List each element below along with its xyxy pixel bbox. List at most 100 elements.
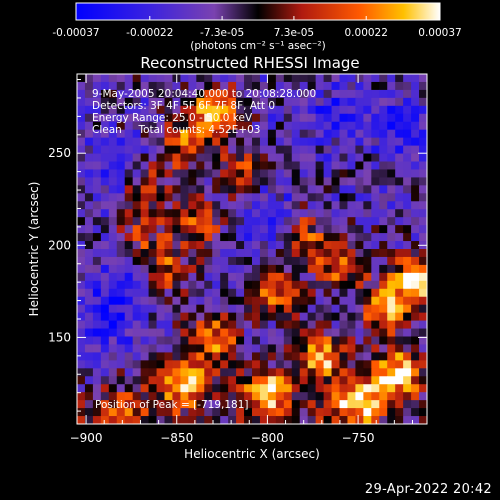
heatmap-cell [212, 185, 221, 194]
heatmap-cell [307, 233, 317, 242]
heatmap-cell [220, 384, 229, 393]
heatmap-cell [212, 280, 221, 290]
heatmap-cell [371, 233, 380, 242]
heatmap-cell [84, 272, 94, 282]
heatmap-cell [156, 320, 165, 329]
heatmap-cell [148, 233, 157, 242]
heatmap-cell [403, 352, 412, 361]
heatmap-cell [77, 209, 86, 218]
heatmap-cell [387, 264, 396, 274]
heatmap-cell [395, 272, 404, 282]
heatmap-cell [77, 384, 86, 393]
heatmap-cell [132, 408, 142, 417]
heatmap-cell [164, 129, 173, 139]
heatmap-cell [124, 185, 134, 194]
heatmap-cell [379, 304, 388, 314]
heatmap-cell [331, 352, 340, 361]
heatmap-cell [339, 97, 348, 107]
heatmap-cell [180, 97, 189, 107]
heatmap-cell [363, 145, 372, 154]
heatmap-cell [347, 121, 356, 131]
heatmap-cell [403, 105, 412, 115]
heatmap-cell [307, 217, 317, 226]
heatmap-cell [244, 169, 253, 178]
heatmap-cell [204, 376, 213, 385]
heatmap-cell [331, 185, 340, 194]
heatmap-cell [387, 256, 396, 266]
heatmap-cell [259, 145, 269, 154]
heatmap-cell [323, 81, 332, 91]
heatmap-cell [148, 304, 157, 314]
heatmap-cell [228, 408, 237, 417]
heatmap-cell [323, 74, 332, 83]
heatmap-cell [164, 177, 173, 186]
annotation-detectors: Detectors: 3F 4F 5F 6F 7F 8F, Att 0 [92, 100, 275, 112]
heatmap-cell [228, 161, 237, 170]
heatmap-cell [100, 312, 110, 321]
heatmap-cell [379, 217, 388, 226]
heatmap-cell [355, 312, 364, 321]
heatmap-cell [403, 153, 412, 162]
heatmap-cell [244, 121, 253, 131]
heatmap-cell [347, 169, 356, 178]
heatmap-cell [355, 288, 364, 298]
heatmap-cell [132, 336, 142, 345]
heatmap-cell [188, 384, 197, 393]
heatmap-cell [291, 89, 301, 99]
heatmap-cell [180, 336, 189, 345]
heatmap-cell [172, 256, 181, 266]
heatmap-cell [132, 74, 142, 83]
heatmap-cell [228, 81, 237, 91]
heatmap-cell [148, 169, 157, 178]
heatmap-cell [387, 304, 396, 314]
heatmap-cell [100, 161, 110, 170]
heatmap-cell [172, 392, 181, 401]
heatmap-cell [124, 201, 134, 210]
heatmap-cell [291, 209, 301, 218]
heatmap-cell [92, 352, 102, 361]
heatmap-cell [132, 233, 142, 242]
heatmap-cell [77, 177, 86, 186]
colorbar-tick-label: 7.3e-05 [274, 27, 314, 39]
heatmap-cell [84, 169, 94, 178]
heatmap-cell [77, 312, 86, 321]
heatmap-cell [395, 209, 404, 218]
heatmap-cell [291, 280, 301, 290]
heatmap-cell [379, 416, 388, 424]
heatmap-cell [291, 161, 301, 170]
heatmap-cell [108, 272, 118, 282]
heatmap-cell [379, 161, 388, 170]
heatmap-cell [379, 169, 388, 178]
heatmap-cell [132, 201, 142, 210]
heatmap-cell [92, 89, 102, 99]
heatmap-cell [299, 97, 309, 107]
heatmap-cell [339, 272, 348, 282]
heatmap-cell [371, 121, 380, 131]
heatmap-cell [164, 105, 173, 115]
heatmap-cell [188, 328, 197, 337]
heatmap-cell [124, 272, 134, 282]
heatmap-cell [267, 368, 277, 377]
heatmap-cell [267, 320, 277, 329]
heatmap-cell [323, 217, 332, 226]
heatmap-cell [196, 312, 205, 321]
heatmap-cell [116, 97, 126, 107]
heatmap-cell [283, 129, 293, 139]
heatmap-cell [347, 272, 356, 282]
heatmap-cell [371, 153, 380, 162]
heatmap-cell [204, 328, 213, 337]
heatmap-cell [196, 129, 205, 139]
heatmap-cell [92, 97, 102, 107]
heatmap-cell [371, 344, 380, 353]
heatmap-cell [315, 336, 324, 345]
heatmap-cell [252, 185, 261, 194]
heatmap-cell [77, 408, 86, 417]
heatmap-cell [403, 344, 412, 353]
heatmap-cell [323, 145, 332, 154]
heatmap-cell [204, 217, 213, 226]
heatmap-cell [331, 137, 340, 146]
heatmap-cell [403, 177, 412, 186]
heatmap-cell [315, 392, 324, 401]
x-tick-label: −800 [251, 431, 284, 445]
heatmap-cell [252, 145, 261, 154]
